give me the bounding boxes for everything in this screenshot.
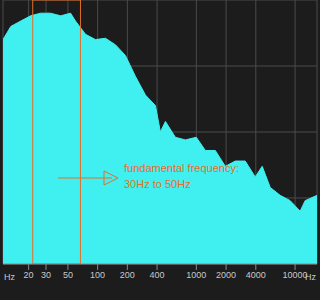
svg-text:1000: 1000 <box>186 270 206 280</box>
svg-text:2000: 2000 <box>216 270 236 280</box>
svg-text:10000: 10000 <box>283 270 308 280</box>
svg-text:100: 100 <box>90 270 105 280</box>
svg-text:20: 20 <box>24 270 34 280</box>
svg-text:fundamental frequency:: fundamental frequency: <box>124 162 239 174</box>
svg-text:30: 30 <box>41 270 51 280</box>
svg-text:30Hz to 50Hz: 30Hz to 50Hz <box>124 178 191 190</box>
svg-text:4000: 4000 <box>246 270 266 280</box>
svg-text:50: 50 <box>63 270 73 280</box>
html-text:Hz: Hz <box>305 272 316 282</box>
svg-text:200: 200 <box>120 270 135 280</box>
svg-text:400: 400 <box>150 270 165 280</box>
html-text:Hz: Hz <box>4 272 15 282</box>
